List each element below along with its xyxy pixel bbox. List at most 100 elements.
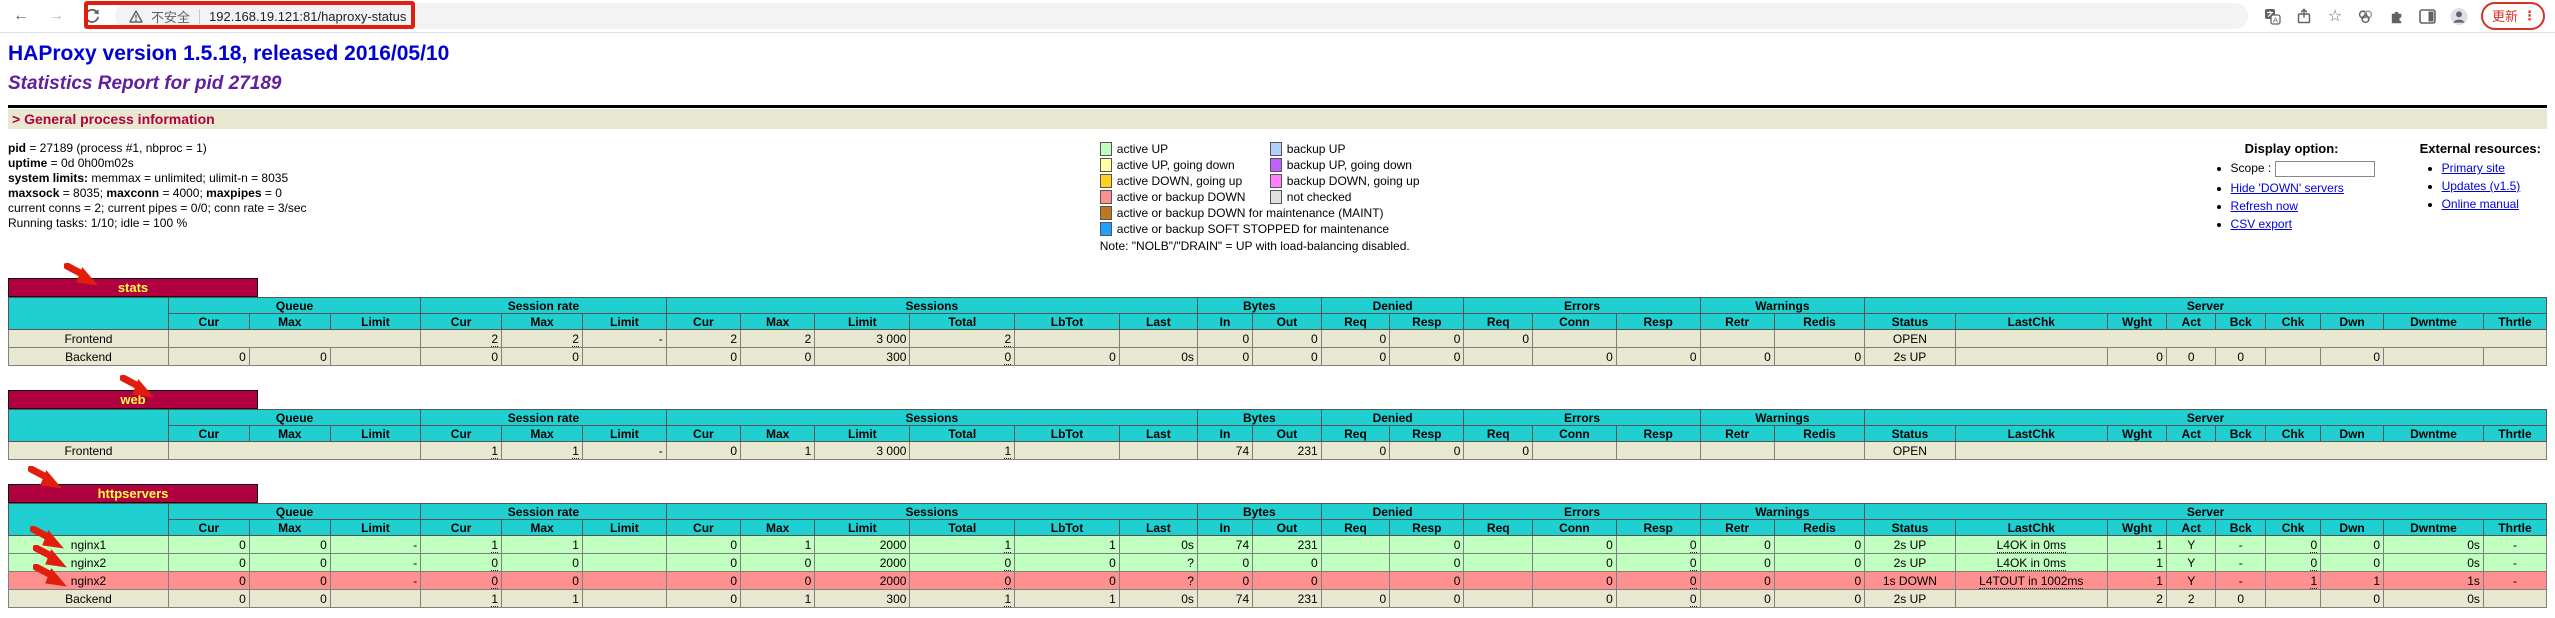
cell: 0s: [1118, 347, 1198, 366]
extensions-puzzle-icon[interactable]: [2388, 7, 2406, 25]
browser-menu-icon[interactable]: ⋮: [2523, 7, 2536, 23]
refresh-icon[interactable]: [83, 7, 101, 25]
cell: 0: [1196, 571, 1254, 590]
scope-input[interactable]: [2274, 161, 2375, 177]
link-updates-v1-5-[interactable]: Updates (v1.5): [2441, 179, 2521, 193]
cell: 2000: [814, 535, 911, 554]
cell: Y: [2165, 553, 2217, 572]
cell: 0: [420, 347, 503, 366]
column-header: Cur: [420, 519, 503, 536]
cell: [2264, 589, 2322, 608]
profile-avatar-icon[interactable]: [2450, 7, 2468, 25]
cell: 0: [1252, 571, 1322, 590]
legend: active UP backup UP active UP, going down b…: [1099, 141, 1420, 254]
link-primary-site[interactable]: Primary site: [2441, 161, 2505, 175]
cell: 0: [2264, 535, 2322, 554]
cell: 0: [909, 553, 1016, 572]
cell: 0: [1615, 589, 1701, 608]
row-name: Backend: [8, 347, 169, 366]
cell: 0: [2215, 589, 2266, 608]
cell: [167, 329, 422, 348]
cell: 0: [665, 553, 742, 572]
cell: 0: [1320, 589, 1391, 608]
cell: [1615, 329, 1701, 348]
legend-item: not checked: [1269, 189, 1351, 205]
column-header: Limit: [581, 313, 667, 330]
omnibox-divider: [199, 8, 201, 24]
cell: 0: [1463, 329, 1534, 348]
proxy-title-link-stats[interactable]: stats: [117, 280, 149, 295]
side-panel-icon[interactable]: [2419, 7, 2437, 25]
legend-swatch: [1099, 206, 1112, 220]
cell: -: [581, 329, 667, 348]
cell: -: [2482, 553, 2548, 572]
cell: 231: [1252, 535, 1322, 554]
row-name: Backend: [8, 589, 169, 608]
cell: 0: [1389, 553, 1465, 572]
proxy-title-link-httpservers[interactable]: httpservers: [97, 486, 169, 501]
cell: 0: [1389, 589, 1465, 608]
cell: 0: [1320, 441, 1391, 460]
update-button[interactable]: 更新 ⋮: [2480, 2, 2545, 30]
legend-swatch: [1099, 142, 1112, 156]
cell: [1773, 329, 1866, 348]
link-csv-export[interactable]: CSV export: [2230, 217, 2292, 231]
cell: 2: [665, 329, 742, 348]
table-row: Backend 0 0 0 0 0 0 300 0 0 0s 0 0 0 0 0 0 0 0 2s UP 0 0 0 0: [8, 347, 2548, 366]
column-group: Warnings: [1699, 409, 1866, 426]
cell: 0: [1389, 329, 1465, 348]
cell: [1954, 441, 2548, 460]
bookmark-star-icon[interactable]: ☆: [2327, 8, 2343, 25]
column-group: Sessions: [665, 409, 1198, 426]
cell: 2s UP: [1864, 589, 1956, 608]
address-bar[interactable]: 不安全 192.168.19.121:81/haproxy-status: [115, 3, 2248, 29]
cell: 74: [1196, 441, 1254, 460]
not-secure-warning-icon[interactable]: [127, 7, 145, 25]
cell: 0: [1532, 347, 1617, 366]
link-hide-down-servers[interactable]: Hide 'DOWN' servers: [2230, 181, 2344, 195]
cell: 0: [1773, 535, 1866, 554]
cell: 0: [1320, 329, 1391, 348]
external-resources-heading: External resources:: [2419, 141, 2541, 156]
share-icon[interactable]: [2295, 7, 2313, 25]
cell: 0: [1389, 347, 1465, 366]
link-online-manual[interactable]: Online manual: [2441, 197, 2519, 211]
media-rings-icon[interactable]: [2357, 7, 2375, 25]
row-name: nginx1: [8, 535, 169, 554]
cell: L4OK in 0ms: [1954, 553, 2108, 572]
column-header: LastChk: [1954, 425, 2108, 442]
cell: 2: [739, 329, 816, 348]
divider: [8, 105, 2547, 108]
legend-swatch: [1269, 142, 1282, 156]
cell: 0: [420, 553, 503, 572]
back-icon[interactable]: ←: [13, 7, 29, 24]
column-header: Limit: [329, 519, 422, 536]
page-title[interactable]: HAProxy version 1.5.18, released 2016/05…: [8, 42, 450, 65]
column-header: In: [1196, 425, 1254, 442]
url-text[interactable]: 192.168.19.121:81/haproxy-status: [209, 8, 407, 24]
cell: -: [2215, 553, 2266, 572]
cell: [2264, 347, 2322, 366]
cell: 74: [1196, 535, 1254, 554]
legend-swatch: [1269, 174, 1282, 188]
cell: 3 000: [814, 329, 911, 348]
cell: 1: [739, 535, 816, 554]
proxy-title-link-web[interactable]: web: [120, 392, 146, 407]
legend-label: backup UP: [1286, 142, 1346, 156]
column-header: Bck: [2215, 425, 2266, 442]
update-label: 更新: [2491, 9, 2518, 24]
column-group: Session rate: [420, 503, 667, 520]
column-group: Queue: [167, 297, 422, 314]
cell: 0: [665, 441, 742, 460]
cell: 0: [2320, 553, 2384, 572]
column-header: Cur: [420, 313, 503, 330]
column-header: Out: [1252, 519, 1322, 536]
link-refresh-now[interactable]: Refresh now: [2230, 199, 2298, 213]
column-header: Act: [2165, 425, 2217, 442]
cell: -: [2215, 535, 2266, 554]
translate-icon[interactable]: A: [2264, 7, 2282, 25]
column-header: Max: [501, 313, 583, 330]
cell: 0: [1532, 589, 1617, 608]
forward-icon[interactable]: →: [48, 7, 64, 24]
column-header: Last: [1118, 313, 1198, 330]
